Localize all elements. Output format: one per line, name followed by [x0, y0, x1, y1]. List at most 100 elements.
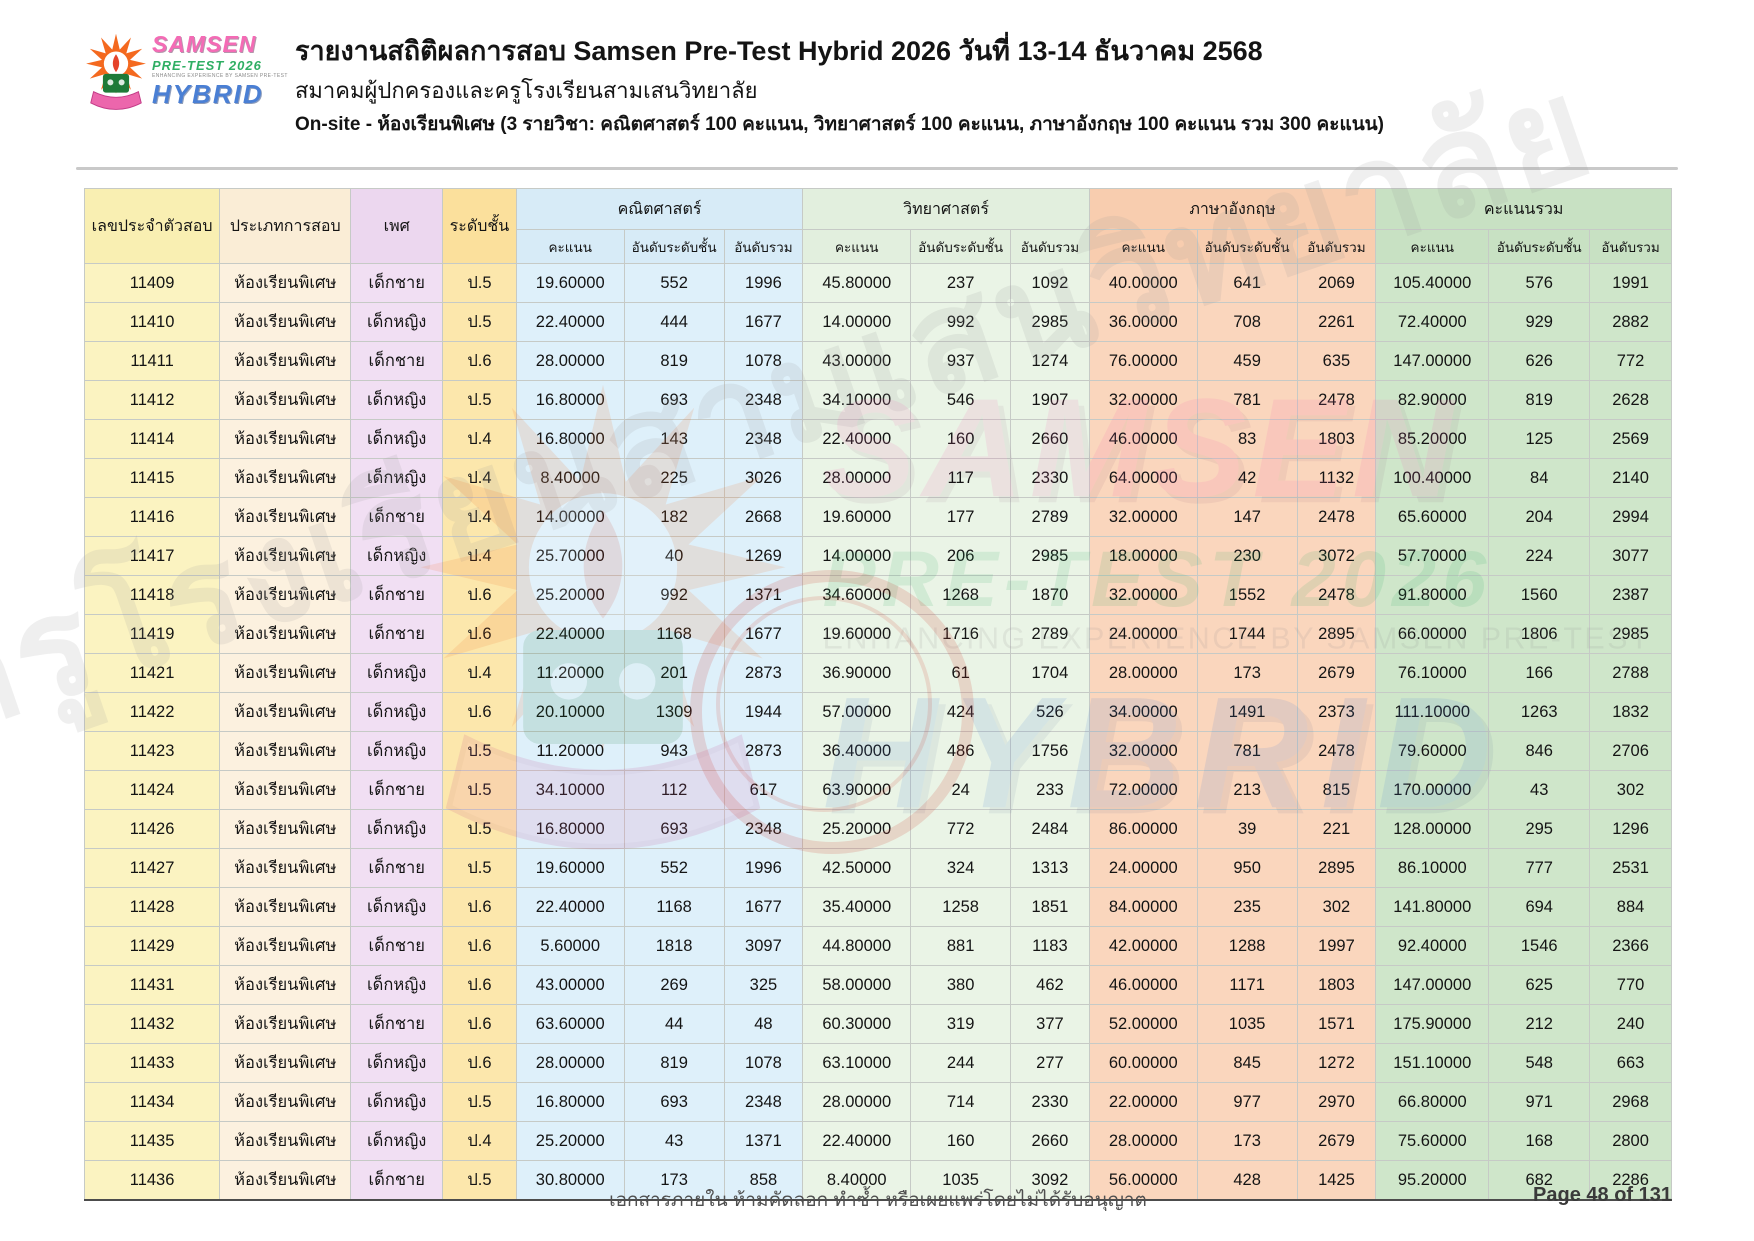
cell-sci: 44.80000 [802, 926, 912, 966]
cell-tot: 212 [1488, 1004, 1591, 1044]
table-row: 11435 ห้องเรียนพิเศษ เด็กหญิง ป.4 25.20000 43… [83, 1121, 1672, 1161]
cell-tot: 302 [1589, 770, 1672, 810]
cell-tot: 43 [1488, 770, 1591, 810]
cell-eng: 64.00000 [1088, 458, 1198, 498]
cell-sci: 28.00000 [802, 1082, 912, 1122]
cell-sci: 1851 [1010, 887, 1090, 927]
cell-eng: 2478 [1296, 380, 1377, 420]
cell-sci: 22.40000 [802, 1121, 912, 1161]
table-row: 11418 ห้องเรียนพิเศษ เด็กชาย ป.6 25.20000 992… [83, 575, 1672, 615]
cell-eng: 2478 [1296, 575, 1377, 615]
cell-sci: 424 [910, 692, 1012, 732]
cell-sex: เด็กชาย [350, 1004, 444, 1044]
cell-tot: 663 [1589, 1043, 1672, 1083]
column-header-type: ประเภทการสอบ [219, 188, 352, 264]
cell-eng: 42 [1196, 458, 1298, 498]
table-row: 11436 ห้องเรียนพิเศษ เด็กชาย ป.5 30.80000 173… [83, 1160, 1672, 1201]
cell-eng: 22.00000 [1088, 1082, 1198, 1122]
table-row: 11424 ห้องเรียนพิเศษ เด็กชาย ป.5 34.10000 112… [83, 770, 1672, 810]
cell-math: 1168 [623, 614, 725, 654]
cell-math: 552 [623, 848, 725, 888]
cell-id: 11411 [83, 341, 221, 381]
cell-math: 693 [623, 380, 725, 420]
cell-math: 3097 [723, 926, 804, 966]
cell-id: 11428 [83, 887, 221, 927]
cell-sex: เด็กหญิง [350, 809, 444, 849]
page-number: Page 48 of 131 [1533, 1184, 1672, 1206]
cell-tot: 82.90000 [1375, 380, 1490, 420]
table-row: 11421 ห้องเรียนพิเศษ เด็กหญิง ป.4 11.20000 20… [83, 653, 1672, 693]
cell-math: 693 [623, 809, 725, 849]
cell-tot: 147.00000 [1375, 341, 1490, 381]
cell-tot: 125 [1488, 419, 1591, 459]
cell-tot: 682 [1488, 1160, 1591, 1201]
cell-eng: 1491 [1196, 692, 1298, 732]
cell-grade: ป.5 [442, 731, 517, 771]
cell-type: ห้องเรียนพิเศษ [219, 341, 352, 381]
cell-eng: 24.00000 [1088, 614, 1198, 654]
logo-pretest-text: PRE-TEST 2026 [152, 58, 262, 73]
cell-eng: 18.00000 [1088, 536, 1198, 576]
cell-eng: 781 [1196, 731, 1298, 771]
cell-grade: ป.4 [442, 419, 517, 459]
cell-grade: ป.6 [442, 1043, 517, 1083]
cell-tot: 224 [1488, 536, 1591, 576]
cell-sci: 2985 [1010, 302, 1090, 342]
table-row: 11434 ห้องเรียนพิเศษ เด็กหญิง ป.5 16.80000 69… [83, 1082, 1672, 1122]
cell-eng: 42.00000 [1088, 926, 1198, 966]
cell-sci: 60.30000 [802, 1004, 912, 1044]
cell-tot: 100.40000 [1375, 458, 1490, 498]
cell-sex: เด็กหญิง [350, 1043, 444, 1083]
cell-tot: 576 [1488, 263, 1591, 303]
cell-eng: 60.00000 [1088, 1043, 1198, 1083]
table-row: 11411 ห้องเรียนพิเศษ เด็กชาย ป.6 28.00000 819… [83, 341, 1672, 381]
cell-type: ห้องเรียนพิเศษ [219, 926, 352, 966]
cell-math: 30.80000 [515, 1160, 625, 1201]
cell-eng: 2970 [1296, 1082, 1377, 1122]
cell-sci: 14.00000 [802, 302, 912, 342]
group-header-math: คณิตศาสตร์ [515, 188, 804, 230]
cell-eng: 28.00000 [1088, 1121, 1198, 1161]
cell-eng: 845 [1196, 1043, 1298, 1083]
cell-math: 48 [723, 1004, 804, 1044]
cell-sci: 1907 [1010, 380, 1090, 420]
cell-eng: 635 [1296, 341, 1377, 381]
cell-tot: 2569 [1589, 419, 1672, 459]
cell-tot: 2968 [1589, 1082, 1672, 1122]
cell-math: 43 [623, 1121, 725, 1161]
cell-math: 2873 [723, 653, 804, 693]
cell-sci: 1704 [1010, 653, 1090, 693]
group-header-tot: คะแนนรวม [1375, 188, 1672, 230]
cell-eng: 2373 [1296, 692, 1377, 732]
cell-type: ห้องเรียนพิเศษ [219, 536, 352, 576]
cell-tot: 84 [1488, 458, 1591, 498]
cell-eng: 173 [1196, 653, 1298, 693]
cell-sci: 34.60000 [802, 575, 912, 615]
cell-tot: 2628 [1589, 380, 1672, 420]
cell-grade: ป.6 [442, 965, 517, 1005]
cell-tot: 76.10000 [1375, 653, 1490, 693]
cell-math: 943 [623, 731, 725, 771]
cell-sci: 61 [910, 653, 1012, 693]
cell-eng: 641 [1196, 263, 1298, 303]
cell-sci: 28.00000 [802, 458, 912, 498]
cell-type: ห้องเรียนพิเศษ [219, 848, 352, 888]
cell-type: ห้องเรียนพิเศษ [219, 497, 352, 537]
cell-math: 1677 [723, 614, 804, 654]
cell-math: 992 [623, 575, 725, 615]
cell-sex: เด็กหญิง [350, 1121, 444, 1161]
cell-id: 11429 [83, 926, 221, 966]
cell-math: 1309 [623, 692, 725, 732]
cell-math: 11.20000 [515, 653, 625, 693]
cell-tot: 92.40000 [1375, 926, 1490, 966]
cell-sci: 2660 [1010, 419, 1090, 459]
table-row: 11416 ห้องเรียนพิเศษ เด็กชาย ป.4 14.00000 182… [83, 497, 1672, 537]
cell-tot: 57.70000 [1375, 536, 1490, 576]
cell-tot: 204 [1488, 497, 1591, 537]
cell-type: ห้องเรียนพิเศษ [219, 1160, 352, 1201]
report-header: รายงานสถิติผลการสอบ Samsen Pre-Test Hybr… [295, 36, 1384, 136]
cell-sex: เด็กหญิง [350, 419, 444, 459]
cell-type: ห้องเรียนพิเศษ [219, 731, 352, 771]
cell-id: 11421 [83, 653, 221, 693]
cell-sci: 526 [1010, 692, 1090, 732]
